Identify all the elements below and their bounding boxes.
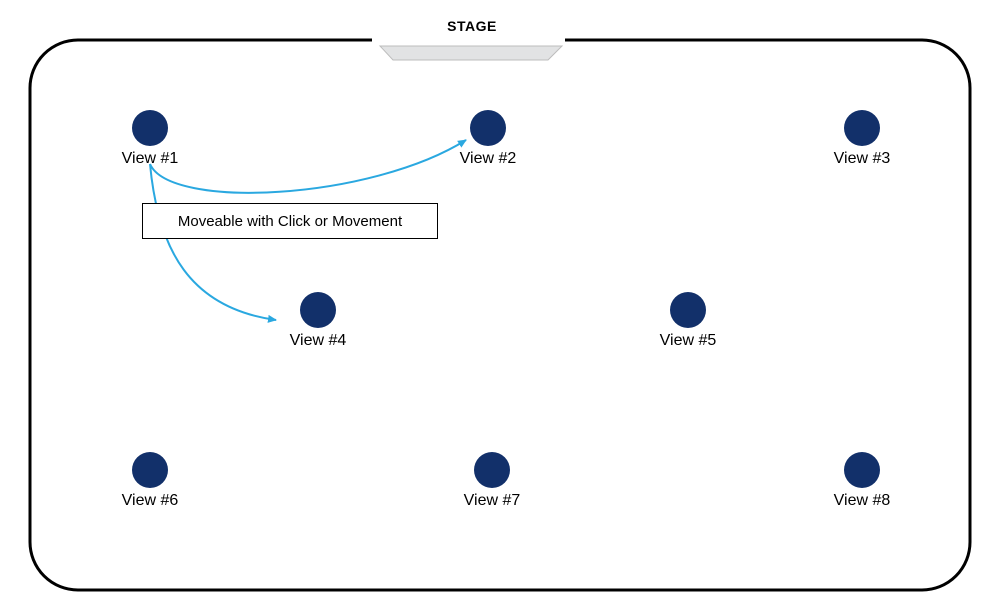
viewpoint-node-view-4[interactable] bbox=[300, 292, 336, 328]
viewpoint-label-view-1: View #1 bbox=[100, 150, 200, 168]
callout-text: Moveable with Click or Movement bbox=[178, 213, 402, 230]
viewpoint-node-view-7[interactable] bbox=[474, 452, 510, 488]
viewpoint-node-view-2[interactable] bbox=[470, 110, 506, 146]
viewpoint-label-view-7: View #7 bbox=[442, 492, 542, 510]
viewpoint-label-view-4: View #4 bbox=[268, 332, 368, 350]
viewpoint-node-view-8[interactable] bbox=[844, 452, 880, 488]
viewpoint-label-view-2: View #2 bbox=[438, 150, 538, 168]
viewpoint-label-view-5: View #5 bbox=[638, 332, 738, 350]
stage-platform-shape bbox=[380, 46, 562, 60]
viewpoint-node-view-1[interactable] bbox=[132, 110, 168, 146]
viewpoint-label-view-8: View #8 bbox=[812, 492, 912, 510]
callout-moveable-note: Moveable with Click or Movement bbox=[142, 203, 438, 239]
viewpoint-node-view-5[interactable] bbox=[670, 292, 706, 328]
viewpoint-label-view-3: View #3 bbox=[812, 150, 912, 168]
viewpoint-label-view-6: View #6 bbox=[100, 492, 200, 510]
diagram-svg-layer bbox=[0, 0, 999, 605]
viewpoint-node-view-3[interactable] bbox=[844, 110, 880, 146]
viewpoint-node-view-6[interactable] bbox=[132, 452, 168, 488]
diagram-canvas: STAGE View #1 View #2 View #3 View #4 View #… bbox=[0, 0, 999, 605]
movement-arrow-arrow-to-view4 bbox=[150, 164, 276, 320]
stage-label: STAGE bbox=[432, 18, 512, 34]
